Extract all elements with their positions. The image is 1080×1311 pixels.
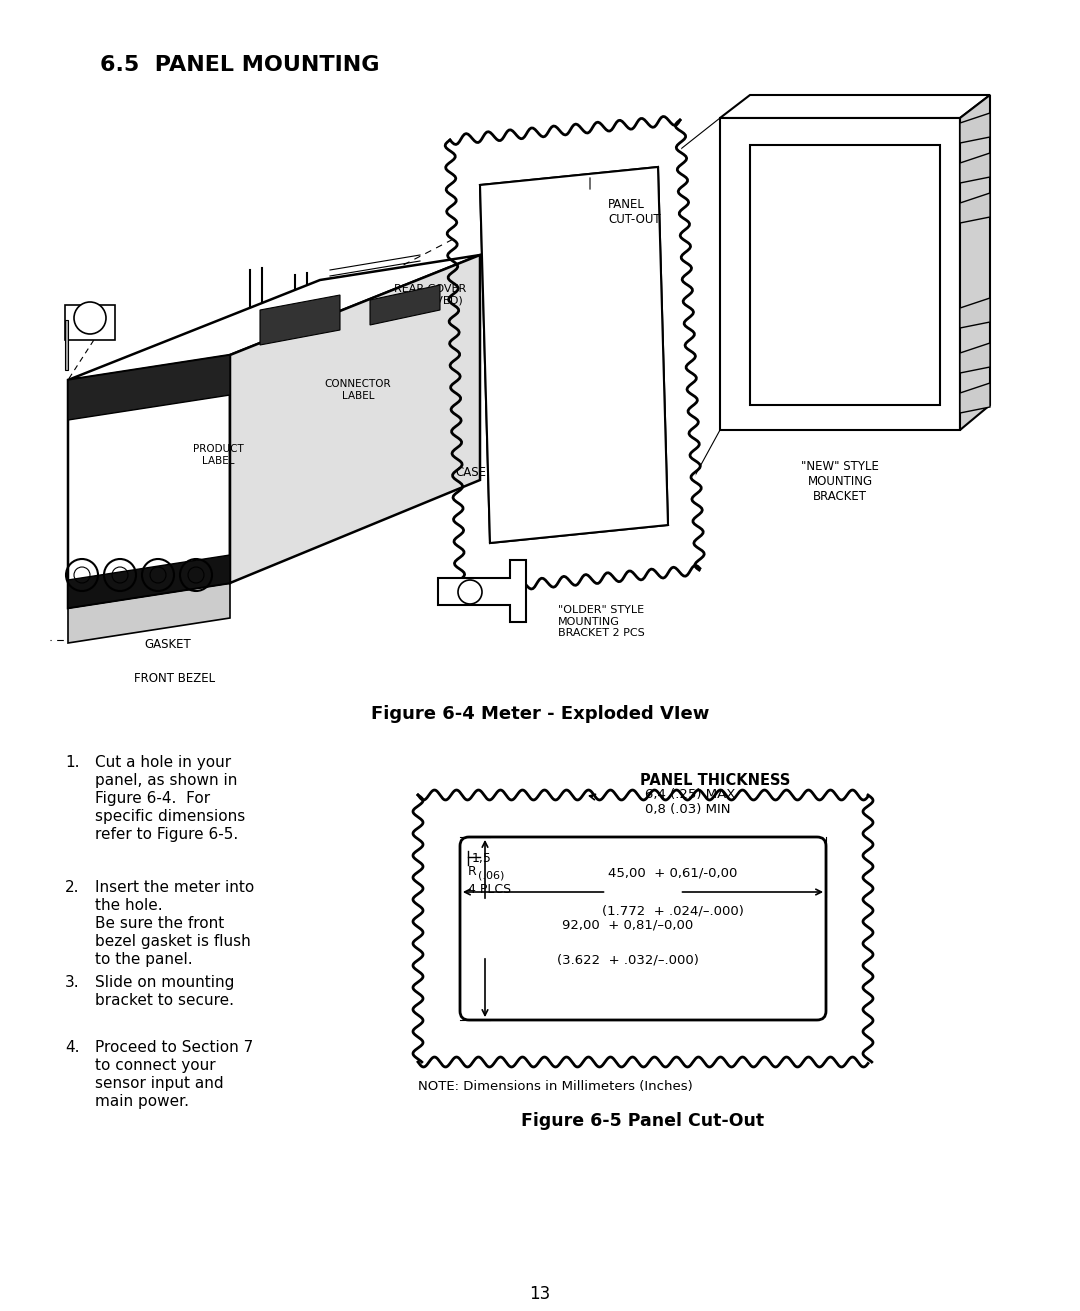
Text: 1.: 1. bbox=[65, 755, 80, 770]
Polygon shape bbox=[260, 295, 340, 345]
Polygon shape bbox=[65, 305, 114, 340]
Text: REAR COVER
(REMOVED): REAR COVER (REMOVED) bbox=[394, 284, 467, 305]
Text: "NEW" STYLE
MOUNTING
BRACKET: "NEW" STYLE MOUNTING BRACKET bbox=[801, 460, 879, 503]
Text: to connect your: to connect your bbox=[95, 1058, 216, 1072]
Text: CONNECTOR
LABEL: CONNECTOR LABEL bbox=[325, 379, 391, 401]
Polygon shape bbox=[960, 193, 990, 223]
Polygon shape bbox=[68, 583, 230, 642]
Polygon shape bbox=[480, 166, 669, 543]
Polygon shape bbox=[65, 320, 68, 370]
Text: Figure 6-5 Panel Cut-Out: Figure 6-5 Panel Cut-Out bbox=[522, 1112, 765, 1130]
Text: 4.: 4. bbox=[65, 1040, 80, 1055]
Polygon shape bbox=[68, 355, 230, 420]
Text: Cut a hole in your: Cut a hole in your bbox=[95, 755, 231, 770]
Text: Be sure the front: Be sure the front bbox=[95, 916, 225, 931]
Text: 6,4 (.25) MAX: 6,4 (.25) MAX bbox=[645, 788, 735, 801]
Polygon shape bbox=[960, 153, 990, 184]
Text: the hole.: the hole. bbox=[95, 898, 163, 912]
Polygon shape bbox=[960, 383, 990, 413]
Text: 92,00  + 0,81/–0,00: 92,00 + 0,81/–0,00 bbox=[563, 919, 693, 932]
Text: R: R bbox=[468, 865, 476, 878]
Text: 4 PLCS: 4 PLCS bbox=[468, 884, 511, 895]
Polygon shape bbox=[450, 121, 700, 590]
Text: 2.: 2. bbox=[65, 880, 80, 895]
Text: Proceed to Section 7: Proceed to Section 7 bbox=[95, 1040, 253, 1055]
Text: "OLDER" STYLE
MOUNTING
BRACKET 2 PCS: "OLDER" STYLE MOUNTING BRACKET 2 PCS bbox=[558, 604, 645, 638]
Text: 13: 13 bbox=[529, 1285, 551, 1303]
Text: panel, as shown in: panel, as shown in bbox=[95, 773, 238, 788]
Text: refer to Figure 6-5.: refer to Figure 6-5. bbox=[95, 827, 239, 842]
Polygon shape bbox=[720, 118, 960, 430]
Text: sensor input and: sensor input and bbox=[95, 1076, 224, 1091]
Text: specific dimensions: specific dimensions bbox=[95, 809, 245, 825]
Polygon shape bbox=[720, 94, 990, 118]
Polygon shape bbox=[68, 555, 230, 608]
Polygon shape bbox=[68, 355, 230, 608]
Text: (3.622  + .032/–.000): (3.622 + .032/–.000) bbox=[557, 953, 699, 966]
Text: main power.: main power. bbox=[95, 1093, 189, 1109]
Polygon shape bbox=[960, 113, 990, 143]
Text: FRONT BEZEL: FRONT BEZEL bbox=[134, 673, 216, 686]
Text: Insert the meter into: Insert the meter into bbox=[95, 880, 254, 895]
Polygon shape bbox=[370, 284, 440, 325]
Text: Figure 6-4 Meter - Exploded VIew: Figure 6-4 Meter - Exploded VIew bbox=[370, 705, 710, 722]
Polygon shape bbox=[68, 256, 480, 380]
Text: bracket to secure.: bracket to secure. bbox=[95, 992, 234, 1008]
Text: NOTE: Dimensions in Millimeters (Inches): NOTE: Dimensions in Millimeters (Inches) bbox=[418, 1080, 692, 1093]
Polygon shape bbox=[230, 256, 480, 583]
Polygon shape bbox=[960, 298, 990, 328]
Text: 3.: 3. bbox=[65, 975, 80, 990]
Text: GASKET: GASKET bbox=[145, 638, 191, 652]
Polygon shape bbox=[960, 343, 990, 374]
Text: to the panel.: to the panel. bbox=[95, 952, 192, 968]
Text: Slide on mounting: Slide on mounting bbox=[95, 975, 234, 990]
Text: 0,8 (.03) MIN: 0,8 (.03) MIN bbox=[645, 804, 730, 815]
Text: PRODUCT
LABEL: PRODUCT LABEL bbox=[192, 444, 243, 465]
Text: CASE: CASE bbox=[455, 465, 486, 479]
Text: (.06): (.06) bbox=[478, 871, 504, 880]
Text: 6.5  PANEL MOUNTING: 6.5 PANEL MOUNTING bbox=[100, 55, 379, 75]
Text: 1,5: 1,5 bbox=[472, 852, 491, 865]
Text: PANEL THICKNESS: PANEL THICKNESS bbox=[640, 773, 791, 788]
Text: (1.772  + .024/–.000): (1.772 + .024/–.000) bbox=[602, 905, 744, 916]
Polygon shape bbox=[960, 94, 990, 430]
Text: bezel gasket is flush: bezel gasket is flush bbox=[95, 933, 251, 949]
Circle shape bbox=[75, 302, 106, 334]
Text: 45,00  + 0,61/-0,00: 45,00 + 0,61/-0,00 bbox=[608, 867, 738, 880]
Polygon shape bbox=[750, 146, 940, 405]
Polygon shape bbox=[438, 560, 526, 621]
Text: PANEL
CUT-OUT: PANEL CUT-OUT bbox=[608, 198, 661, 225]
Text: Figure 6-4.  For: Figure 6-4. For bbox=[95, 791, 211, 806]
